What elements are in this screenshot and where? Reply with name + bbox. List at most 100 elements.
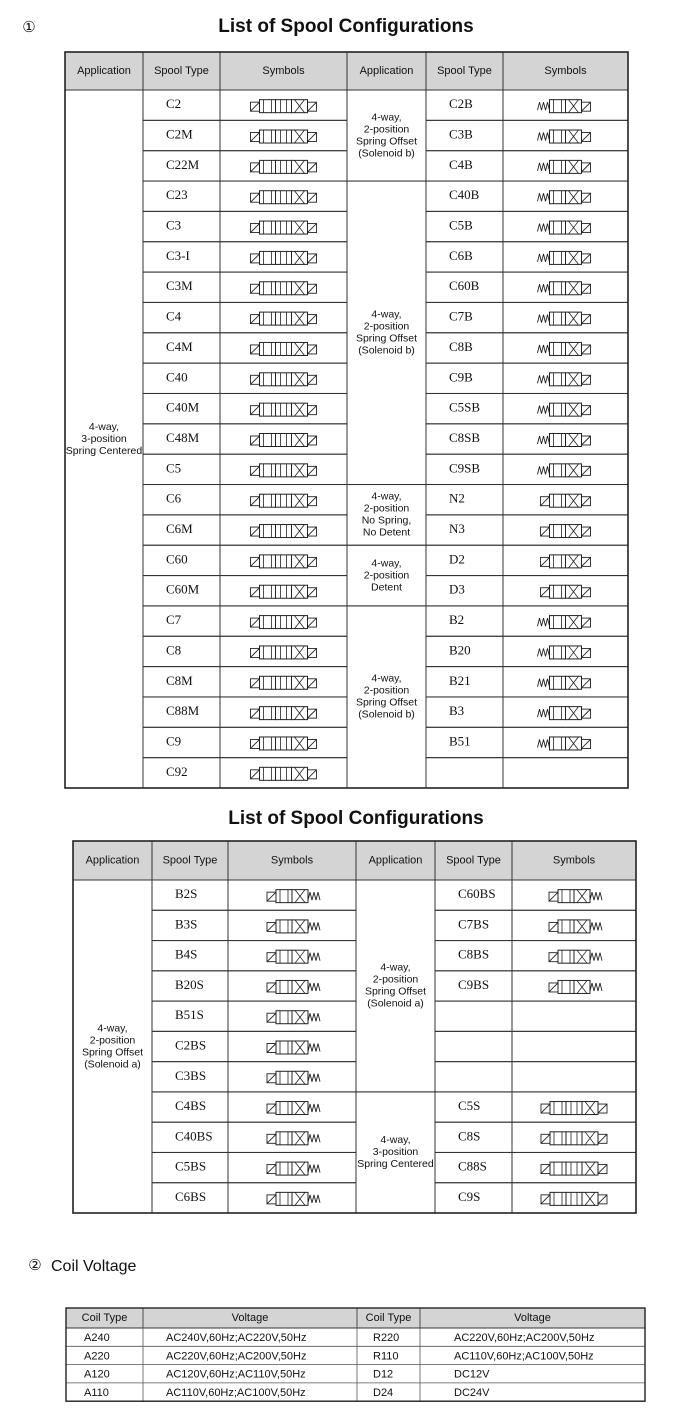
spring: [307, 1194, 321, 1203]
solenoid: [307, 556, 317, 567]
solenoid: [250, 374, 260, 385]
spring: [589, 892, 603, 901]
cell: [219, 635, 348, 668]
cell: [142, 89, 221, 121]
solenoid: [581, 405, 591, 416]
spring: [537, 193, 550, 202]
solenoid-line: [250, 314, 260, 324]
solenoid: [548, 921, 559, 932]
solenoid-line: [266, 1134, 277, 1144]
solenoid: [250, 101, 260, 112]
cell: [219, 484, 348, 516]
solenoid: [250, 708, 260, 719]
solenoid-line: [581, 496, 591, 507]
valve-box: [259, 433, 276, 447]
valve-box: [275, 402, 292, 417]
spring: [537, 678, 550, 687]
valve-box: [275, 1040, 293, 1055]
valve-box: [259, 372, 276, 387]
voltage: AC240V,60Hz;AC220V,50Hz: [166, 1332, 306, 1344]
column-header: Coil Type: [366, 1312, 412, 1324]
solenoid-line: [581, 648, 591, 658]
solenoid-line: [266, 1164, 277, 1174]
valve-box: [549, 463, 566, 478]
valve-path: [294, 1161, 306, 1176]
column-header: Voltage: [514, 1312, 551, 1324]
spring: [307, 892, 321, 901]
spool-type: C5SB: [449, 400, 480, 415]
cell: [425, 757, 504, 789]
solenoid-line: [307, 769, 317, 780]
valve-box: [259, 159, 276, 174]
application: Spring Centered: [357, 1158, 434, 1170]
spool-type: C6B: [449, 248, 473, 263]
cell: [511, 1182, 637, 1214]
valve-path: [294, 584, 305, 599]
solenoid-line: [250, 101, 260, 112]
solenoid-line: [540, 496, 550, 507]
solenoid: [250, 435, 260, 446]
cell: [142, 453, 221, 486]
cell: [219, 544, 348, 577]
cell: [219, 362, 348, 394]
voltage: AC110V,60Hz;AC100V,50Hz: [166, 1387, 306, 1399]
valve-path: [568, 129, 579, 144]
valve-path: [294, 281, 305, 296]
solenoid-line: [581, 587, 591, 598]
valve-path: [584, 1192, 596, 1206]
valve-box: [275, 99, 292, 114]
solenoid-line: [597, 1103, 608, 1114]
solenoid-line: [307, 587, 317, 598]
solenoid-line: [307, 314, 317, 324]
valve-box: [259, 766, 276, 781]
cell: [219, 575, 348, 607]
spring: [537, 344, 550, 354]
solenoid: [540, 587, 550, 598]
column-header: Spool Type: [446, 854, 501, 866]
cell: [355, 840, 436, 881]
solenoid-line: [581, 253, 591, 264]
solenoid: [548, 952, 559, 963]
solenoid: [250, 223, 260, 234]
spool-type: B51: [449, 733, 471, 748]
cell: [434, 1030, 513, 1063]
spool-type: C8S: [458, 1128, 480, 1143]
valve-path: [584, 1101, 596, 1115]
column-header: Application: [369, 854, 423, 866]
solenoid-line: [540, 1134, 551, 1144]
solenoid: [307, 465, 317, 476]
solenoid: [581, 192, 591, 203]
solenoid: [581, 374, 591, 385]
valve-box: [565, 1131, 583, 1146]
valve-path: [294, 645, 305, 660]
solenoid: [540, 1133, 551, 1144]
cell: [142, 605, 221, 637]
column-header: Voltage: [232, 1312, 269, 1324]
solenoid: [540, 1164, 551, 1175]
spool-type: N2: [449, 491, 465, 506]
solenoid-line: [307, 132, 317, 142]
valve-path: [568, 736, 579, 751]
solenoid: [250, 253, 260, 264]
valve-box: [549, 433, 566, 447]
solenoid-line: [266, 1012, 277, 1023]
solenoid: [250, 405, 260, 416]
solenoid: [307, 435, 317, 446]
valve-box: [275, 919, 293, 934]
valve-box: [549, 1131, 567, 1146]
valve-box: [259, 463, 276, 478]
solenoid-line: [307, 678, 317, 689]
cell: [219, 666, 348, 698]
valve-box: [275, 433, 292, 447]
application: 4-way,: [371, 111, 401, 123]
section-marker: ②: [28, 1257, 41, 1274]
valve-path: [568, 493, 579, 508]
application: 2-position: [90, 1034, 136, 1046]
spool-type: C3-I: [166, 248, 190, 263]
section-title: Coil Voltage: [51, 1258, 136, 1275]
solenoid: [250, 132, 260, 142]
application: (Solenoid b): [358, 345, 415, 357]
column-header: Coil Type: [82, 1312, 128, 1324]
solenoid: [597, 1133, 608, 1144]
valve-path: [294, 676, 305, 690]
